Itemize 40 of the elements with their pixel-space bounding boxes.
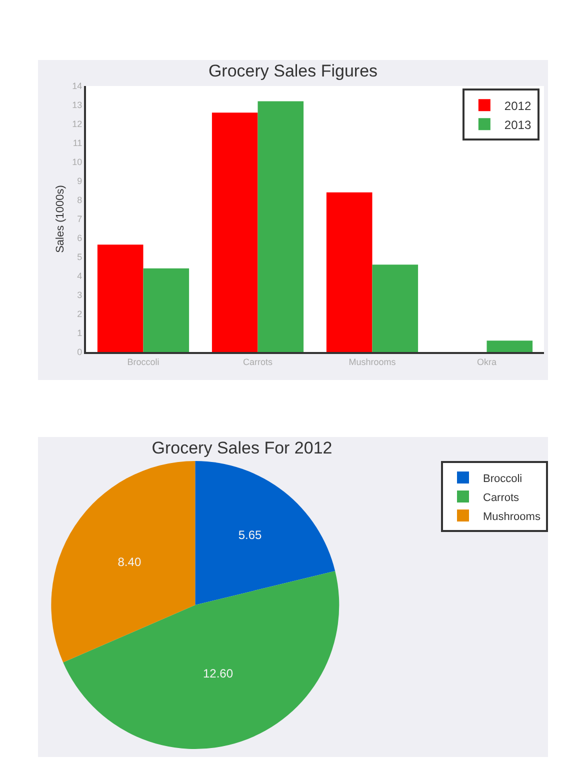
y-tick-label: 10: [72, 157, 82, 168]
legend-label: Mushrooms: [483, 510, 541, 523]
data-label: 8.40: [118, 554, 142, 569]
x-tick-label: Mushrooms: [348, 356, 396, 367]
y-tick-label: 11: [72, 138, 82, 148]
bar: [212, 112, 258, 352]
y-tick-label: 14: [72, 81, 82, 92]
chart-title: Grocery Sales For 2012: [152, 438, 332, 458]
y-tick-label: 2: [77, 309, 82, 320]
bar: [326, 192, 372, 352]
chart-title: Grocery Sales Figures: [208, 62, 378, 81]
legend-label: 2012: [504, 98, 532, 113]
bar: [143, 268, 190, 352]
bar: [97, 244, 144, 352]
pie-slice: [63, 570, 340, 749]
data-label: 5.65: [238, 528, 262, 542]
y-tick-label: 3: [77, 290, 82, 300]
bar: [258, 101, 304, 352]
y-tick-label: 0: [77, 347, 82, 358]
y-axis-title: Sales (1000s): [54, 185, 66, 253]
x-tick-label: Broccoli: [127, 356, 160, 367]
legend-label: Broccoli: [483, 472, 522, 485]
y-tick-label: 8: [77, 195, 82, 206]
legend-label: Carrots: [483, 492, 520, 504]
y-tick-label: 4: [77, 271, 82, 282]
bar: [486, 340, 533, 352]
pie-slice: [195, 461, 336, 605]
y-tick-label: 12: [72, 119, 82, 130]
y-tick-label: 1: [77, 328, 82, 338]
legend-label: 2013: [504, 118, 532, 132]
y-tick-label: 5: [77, 252, 82, 262]
y-tick-label: 9: [77, 176, 82, 186]
y-tick-label: 13: [72, 100, 82, 110]
pie-slice: [51, 461, 196, 662]
y-tick-label: 6: [77, 233, 82, 244]
y-tick-label: 7: [77, 214, 82, 224]
x-tick-label: Okra: [476, 356, 497, 367]
bar: [372, 264, 418, 352]
x-tick-label: Carrots: [242, 356, 273, 367]
data-label: 12.60: [202, 666, 234, 680]
